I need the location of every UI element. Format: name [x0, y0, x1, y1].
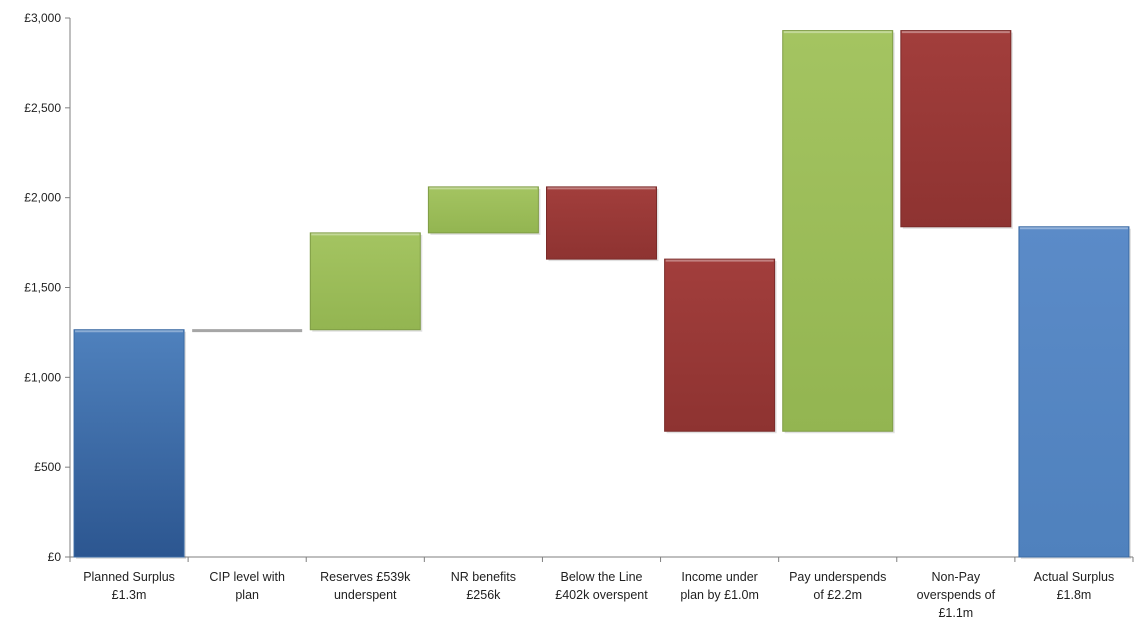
x-category-label: Actual Surplus £1.8m — [1034, 570, 1115, 602]
x-category-label-line: £402k overspent — [555, 588, 648, 602]
x-category-label-line: Income under — [681, 570, 757, 584]
x-category-label-line: £1.1m — [938, 606, 973, 620]
y-tick-label: £1,500 — [24, 281, 61, 295]
labels-layer: Planned Surplus £1.3m CIP level with plan Re… — [83, 570, 1114, 620]
x-category-label-line: Below the Line — [560, 570, 642, 584]
waterfall-bar-increase — [427, 186, 539, 234]
y-tick-label: £0 — [48, 550, 62, 564]
x-category-label-line: Reserves £539k — [320, 570, 411, 584]
x-category-label: Pay underspends of £2.2m — [789, 570, 886, 602]
axes-layer: £0 £500 £1,000 £1,500 £2,000 £2,500 £3,000 — [24, 11, 1134, 564]
y-tick-label: £1,000 — [24, 370, 61, 384]
waterfall-bar-increase — [309, 232, 421, 331]
y-tick-label: £2,000 — [24, 191, 61, 205]
x-category-label-line: NR benefits — [451, 570, 516, 584]
x-category-label: CIP level with plan — [209, 570, 285, 602]
x-category-label-line: Non-Pay — [932, 570, 981, 584]
x-category-label: Below the Line £402k overspent — [555, 570, 648, 602]
x-category-label: Planned Surplus £1.3m — [83, 570, 175, 602]
waterfall-bar-neutral — [192, 329, 303, 333]
x-category-label-line: Actual Surplus — [1034, 570, 1115, 584]
bars-layer — [73, 30, 1131, 560]
waterfall-bar-total — [73, 329, 185, 558]
x-category-label-line: £1.3m — [112, 588, 147, 602]
x-category-label-line: plan — [235, 588, 259, 602]
x-category-label-line: £1.8m — [1057, 588, 1092, 602]
waterfall-bar-decrease — [546, 186, 657, 260]
x-category-label-line: Planned Surplus — [83, 570, 175, 584]
y-tick-label: £500 — [34, 460, 61, 474]
x-category-label-line: overspends of — [917, 588, 996, 602]
x-category-label: NR benefits £256k — [451, 570, 516, 602]
x-category-label-line: of £2.2m — [813, 588, 862, 602]
waterfall-bar-total — [1018, 226, 1130, 558]
x-category-label-line: £256k — [466, 588, 501, 602]
x-category-label: Reserves £539k underspent — [320, 570, 411, 602]
y-tick-label: £3,000 — [24, 11, 61, 25]
x-category-label-line: underspent — [334, 588, 397, 602]
waterfall-bar-increase — [782, 30, 894, 432]
x-category-label: Income under plan by £1.0m — [680, 570, 759, 602]
waterfall-bar-decrease — [664, 258, 776, 432]
x-category-label-line: plan by £1.0m — [680, 588, 759, 602]
x-category-label-line: CIP level with — [209, 570, 285, 584]
x-category-label: Non-Pay overspends of £1.1m — [917, 570, 996, 620]
waterfall-bar-decrease — [900, 30, 1012, 228]
x-category-label-line: Pay underspends — [789, 570, 886, 584]
y-tick-label: £2,500 — [24, 101, 61, 115]
